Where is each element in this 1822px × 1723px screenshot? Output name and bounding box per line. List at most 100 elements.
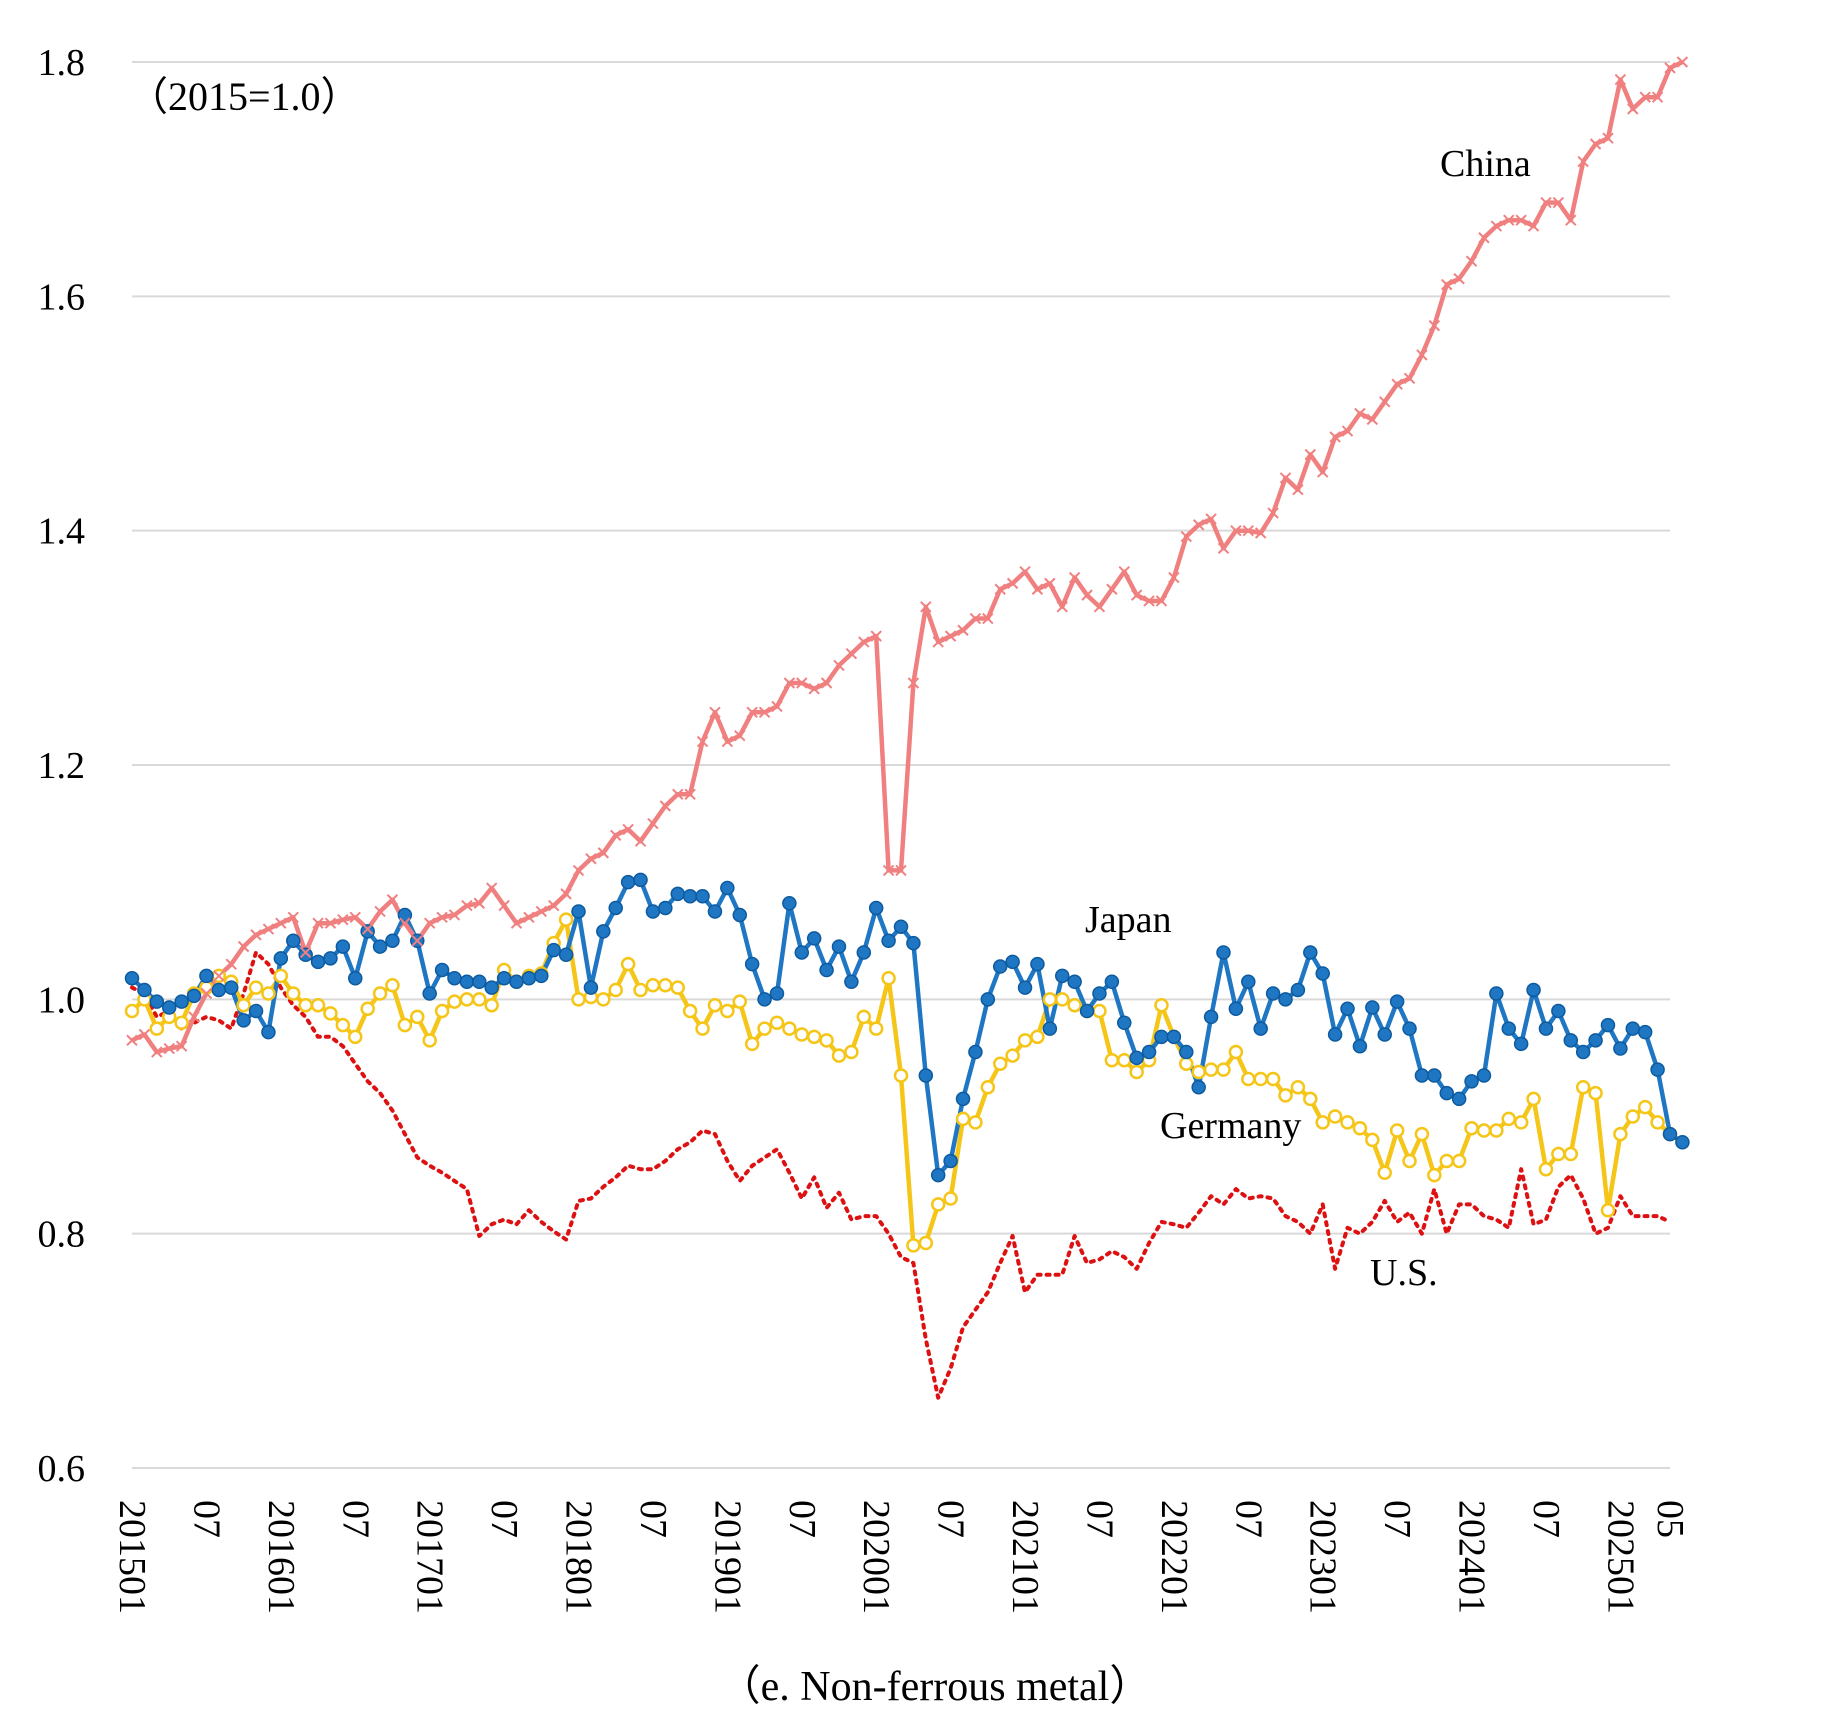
data-point: [261, 986, 276, 1001]
data-point: [1538, 1021, 1554, 1036]
data-point: [1451, 1153, 1467, 1169]
series-markers: [124, 56, 1690, 1253]
x-tick-label: 07: [334, 1500, 376, 1538]
data-point: [124, 1003, 140, 1019]
data-point: [1613, 1126, 1628, 1142]
x-tick-label: 201801: [558, 1500, 600, 1614]
data-point: [1068, 571, 1081, 584]
data-point: [434, 1003, 450, 1019]
data-point: [1575, 1079, 1591, 1095]
data-point: [1563, 1146, 1579, 1162]
data-point: [337, 913, 349, 926]
data-point: [1650, 1115, 1665, 1130]
data-point: [906, 935, 921, 951]
data-point: [1254, 527, 1267, 539]
data-point: [447, 970, 462, 986]
data-point: [721, 735, 734, 748]
data-point: [620, 956, 636, 972]
data-point: [1179, 1056, 1194, 1072]
data-point: [980, 992, 996, 1007]
data-point: [1228, 1001, 1244, 1016]
data-point: [1575, 1044, 1591, 1060]
data-point: [410, 1009, 425, 1025]
data-point: [796, 677, 808, 689]
data-point: [223, 980, 239, 995]
data-point: [1304, 448, 1317, 461]
data-point: [1118, 565, 1130, 578]
data-point: [645, 978, 661, 993]
data-point: [422, 986, 437, 1001]
data-point: [1427, 1167, 1442, 1183]
x-tick-label: 202301: [1302, 1500, 1344, 1614]
data-point: [509, 974, 524, 990]
series-line-u-s: [130, 950, 1672, 1400]
series-label-china: China: [1440, 143, 1531, 185]
data-point: [658, 978, 673, 993]
data-point: [610, 829, 622, 842]
data-point: [1427, 1068, 1442, 1083]
data-point: [968, 1115, 983, 1130]
x-tick-label: 202501: [1599, 1500, 1641, 1614]
data-point: [1340, 1115, 1355, 1130]
data-point: [1501, 1111, 1517, 1127]
data-point: [1129, 1064, 1144, 1080]
data-point: [149, 994, 165, 1009]
y-tick-label: 1.2: [38, 745, 86, 787]
data-point: [399, 917, 411, 929]
data-point: [310, 997, 326, 1013]
data-point: [1352, 1038, 1368, 1054]
data-point: [907, 677, 920, 689]
data-point: [844, 1044, 859, 1060]
data-point: [1551, 1003, 1566, 1019]
data-point: [248, 980, 264, 995]
data-point: [1092, 1003, 1107, 1019]
data-point: [868, 900, 884, 916]
data-point: [1030, 1029, 1045, 1045]
data-point: [1155, 595, 1168, 607]
data-point: [608, 982, 623, 998]
data-point: [1253, 1071, 1268, 1087]
data-point: [397, 1017, 413, 1033]
data-point: [1327, 1109, 1343, 1124]
data-point: [1292, 483, 1304, 496]
data-point: [1044, 577, 1056, 590]
data-point: [1465, 255, 1478, 267]
data-point: [200, 987, 213, 1000]
data-point: [1589, 138, 1602, 150]
data-point: [1402, 1021, 1417, 1036]
data-point: [1513, 1115, 1529, 1130]
data-point: [558, 947, 574, 963]
data-point: [496, 970, 512, 986]
data-point: [994, 583, 1006, 595]
data-point: [1265, 1071, 1281, 1087]
series-lines: [130, 59, 1684, 1400]
data-point: [856, 945, 872, 960]
data-point: [1414, 1068, 1430, 1083]
data-point: [658, 900, 673, 916]
x-tick-label: 201601: [260, 1500, 302, 1614]
data-point: [881, 970, 896, 986]
data-point: [1228, 1044, 1244, 1060]
x-tick-label: 07: [1376, 1500, 1418, 1538]
data-point: [1389, 994, 1405, 1009]
data-point: [237, 940, 250, 953]
data-point: [448, 909, 461, 921]
data-point: [1303, 945, 1318, 960]
data-point: [1253, 1021, 1268, 1036]
data-point: [1327, 1027, 1343, 1042]
data-point: [126, 1034, 138, 1047]
data-point: [943, 1153, 958, 1169]
data-point: [1639, 91, 1651, 103]
data-point: [1600, 1202, 1616, 1218]
data-point: [1391, 378, 1403, 390]
data-point: [1031, 583, 1044, 595]
data-point: [957, 624, 969, 636]
data-point: [1501, 1021, 1517, 1036]
data-point: [360, 924, 375, 939]
data-point: [1278, 1088, 1293, 1103]
data-point: [1279, 472, 1292, 484]
data-point: [992, 959, 1008, 974]
data-point: [1365, 1000, 1380, 1015]
x-axis-ticks: 201501 07 201601 07 201701 07 201801 07 201901 07…: [111, 1500, 1691, 1614]
data-point: [1637, 1099, 1653, 1115]
